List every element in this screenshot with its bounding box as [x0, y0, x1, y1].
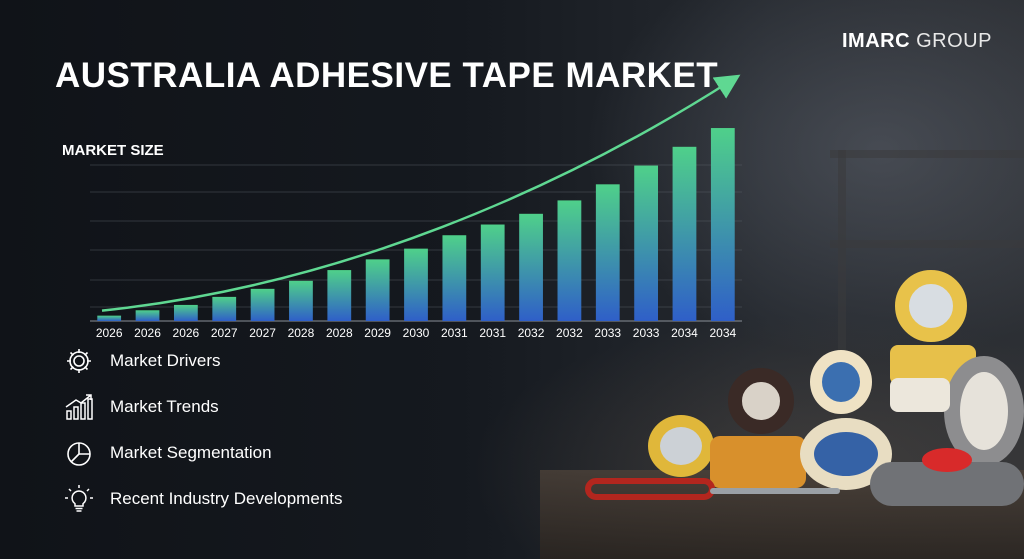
x-tick-label: 2032 [518, 326, 545, 340]
bar [519, 213, 543, 321]
x-tick-label: 2034 [709, 326, 736, 340]
scissors-blade [710, 488, 840, 494]
brand-logo: IMARC GROUP [842, 30, 992, 53]
topic-market-segmentation: Market Segmentation [62, 430, 422, 476]
x-tick-label: 2030 [403, 326, 430, 340]
topic-label: Market Segmentation [110, 443, 272, 462]
bar [404, 248, 428, 321]
bar [595, 184, 620, 321]
topic-label: Market Trends [110, 397, 219, 416]
x-tick-label: 2028 [288, 326, 315, 340]
report-topics: Market Drivers Market Trends Market Segm… [62, 338, 422, 522]
bar [442, 235, 467, 321]
background-shelf [830, 150, 1024, 158]
brand-logo-light: GROUP [916, 30, 992, 52]
bar [135, 310, 160, 321]
y-axis-label: MARKET SIZE [62, 142, 164, 159]
background-shelf [830, 240, 1024, 248]
bar [212, 296, 237, 321]
trend-arrow [101, 74, 741, 312]
background-shelf [838, 150, 846, 410]
x-tick-label: 2031 [479, 326, 506, 340]
tape-roll-image [710, 436, 806, 488]
bar [672, 146, 697, 321]
bar [97, 315, 122, 321]
bar [557, 200, 582, 321]
topic-market-drivers: Market Drivers [62, 338, 422, 384]
bar [480, 224, 505, 321]
tape-roll-image [890, 378, 950, 412]
topic-label: Market Drivers [110, 351, 221, 370]
bar [173, 304, 198, 321]
growth-chart-icon [62, 392, 96, 422]
bar [289, 280, 313, 321]
bar [365, 259, 390, 321]
x-tick-label: 2028 [326, 326, 353, 340]
brand-logo-bold: IMARC [842, 30, 911, 52]
bar [634, 165, 659, 321]
x-tick-label: 2029 [364, 326, 391, 340]
tape-dispenser-button [922, 448, 972, 472]
scissors-image [585, 478, 715, 500]
x-tick-label: 2027 [211, 326, 238, 340]
pie-chart-icon [62, 438, 96, 468]
lightbulb-icon [62, 484, 96, 514]
bar [250, 288, 275, 321]
x-tick-label: 2031 [441, 326, 468, 340]
tape-roll-image [728, 368, 794, 434]
x-tick-label: 2026 [173, 326, 200, 340]
x-tick-label: 2033 [594, 326, 621, 340]
page-title: AUSTRALIA ADHESIVE TAPE MARKET [55, 56, 719, 95]
topic-market-trends: Market Trends [62, 384, 422, 430]
x-tick-label: 2027 [249, 326, 276, 340]
topic-label: Recent Industry Developments [110, 489, 343, 508]
topic-recent-developments: Recent Industry Developments [62, 476, 422, 522]
x-tick-label: 2026 [96, 326, 123, 340]
bar [327, 270, 352, 321]
x-tick-label: 2032 [556, 326, 583, 340]
x-tick-label: 2034 [671, 326, 698, 340]
tape-roll-image [648, 415, 714, 477]
tape-roll-image [810, 350, 872, 414]
gear-icon [62, 346, 96, 376]
x-tick-label: 2026 [134, 326, 161, 340]
x-tick-label: 2033 [633, 326, 660, 340]
tape-roll-image [895, 270, 967, 342]
bar [710, 128, 735, 321]
